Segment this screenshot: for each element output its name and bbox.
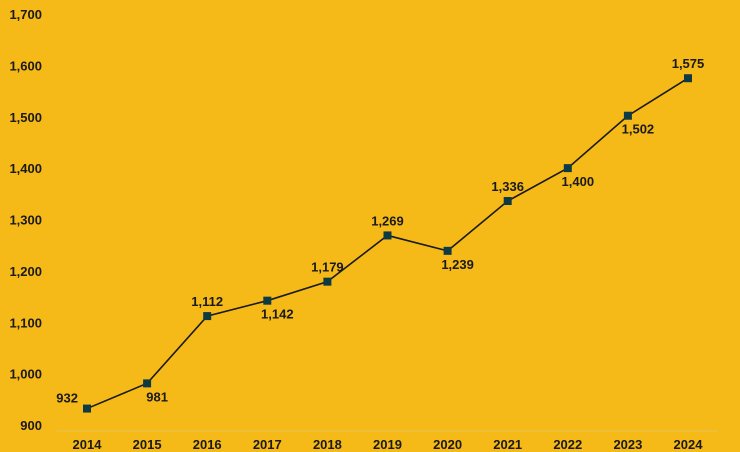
- y-tick-label: 900: [20, 418, 42, 433]
- x-tick-label: 2023: [613, 437, 642, 452]
- series-line: [86, 77, 689, 410]
- y-tick-label: 1,500: [9, 110, 42, 125]
- x-tick-label: 2019: [373, 437, 402, 452]
- data-label: 932: [56, 391, 78, 406]
- y-tick-label: 1,200: [9, 264, 42, 279]
- x-tick-label: 2015: [133, 437, 162, 452]
- x-tick-label: 2020: [433, 437, 462, 452]
- data-point: [203, 312, 212, 321]
- data-label: 1,575: [672, 56, 705, 71]
- data-label: 1,112: [191, 294, 223, 309]
- data-label: 1,502: [622, 122, 655, 137]
- data-point: [443, 246, 452, 255]
- y-axis: 900 1,000 1,100 1,200 1,300 1,400 1,500 1,600 1,…: [9, 7, 42, 433]
- series: [83, 74, 692, 413]
- y-tick-label: 1,000: [9, 367, 42, 382]
- data-label: 1,142: [261, 307, 294, 322]
- x-tick-label: 2022: [553, 437, 582, 452]
- x-tick-label: 2018: [313, 437, 342, 452]
- data-label: 1,336: [491, 179, 524, 194]
- data-point: [263, 296, 272, 305]
- data-point: [83, 404, 91, 413]
- data-point: [143, 379, 152, 388]
- data-point: [323, 277, 332, 286]
- x-tick-label: 2016: [193, 437, 222, 452]
- x-tick-label: 2024: [674, 437, 704, 452]
- data-point: [563, 164, 572, 173]
- data-point: [503, 197, 512, 206]
- data-point: [684, 74, 692, 83]
- data-label: 1,400: [562, 174, 595, 189]
- x-axis: 2014 2015 2016 2017 2018 2019 2020 2021 2022 2023…: [73, 437, 704, 452]
- data-label: 1,269: [371, 213, 404, 228]
- data-labels: 932 981 1,112 1,142 1,179 1,269 1,239 1,336 1,40…: [56, 56, 704, 405]
- x-tick-label: 2017: [253, 437, 282, 452]
- y-tick-label: 1,100: [9, 315, 42, 330]
- y-tick-label: 1,700: [9, 7, 42, 22]
- x-tick-label: 2021: [493, 437, 522, 452]
- y-tick-label: 1,400: [9, 161, 42, 176]
- data-point: [383, 231, 392, 240]
- y-tick-label: 1,300: [9, 213, 42, 228]
- y-tick-label: 1,600: [9, 58, 42, 73]
- data-label: 1,179: [311, 260, 344, 275]
- data-label: 981: [146, 389, 168, 404]
- data-point: [623, 111, 632, 120]
- data-label: 1,239: [441, 257, 474, 272]
- x-tick-label: 2014: [73, 437, 103, 452]
